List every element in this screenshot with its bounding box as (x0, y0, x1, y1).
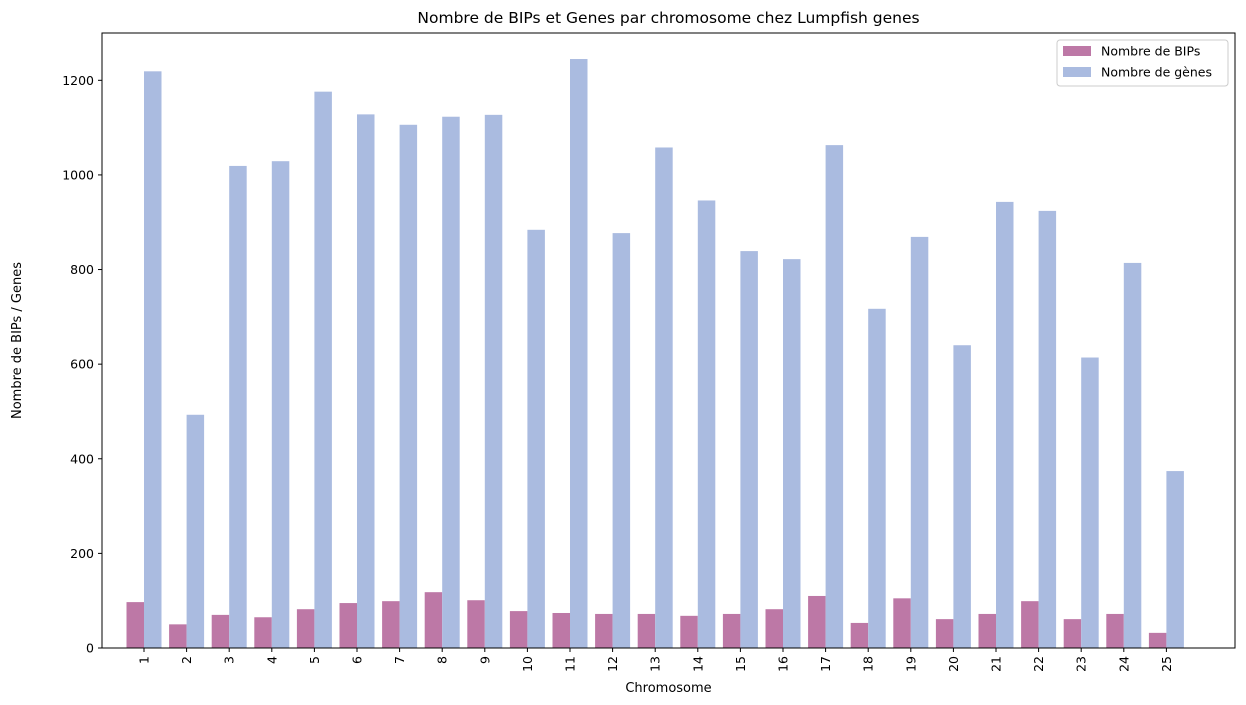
bar-bips-chr-20 (935, 619, 954, 648)
bar-genes-chr-11 (570, 59, 588, 648)
x-tick-label: 6 (350, 656, 365, 664)
bar-genes-chr-9 (484, 114, 503, 649)
bar-genes-chr-7 (399, 124, 418, 648)
bar-genes-chr-15 (740, 251, 758, 648)
legend-label-genes: Nombre de gènes (1101, 65, 1212, 80)
x-tick-label: 12 (605, 656, 620, 672)
bar-genes-chr-14 (697, 200, 716, 648)
bar-bips-chr-14 (680, 615, 698, 648)
bar-genes-chr-20 (953, 345, 971, 648)
bar-bips-chr-8 (424, 592, 443, 648)
bar-bips-chr-5 (296, 609, 315, 648)
y-axis-label: Nombre de BIPs / Genes (10, 262, 25, 419)
bar-bips-chr-12 (595, 613, 613, 648)
plot-frame (101, 32, 1236, 649)
bar-genes-chr-3 (229, 165, 247, 648)
x-tick-label: 19 (903, 656, 918, 672)
bar-genes-chr-25 (1166, 471, 1184, 648)
bar-bips-chr-7 (382, 601, 400, 648)
x-tick-label: 24 (1116, 656, 1131, 672)
x-tick-label: 7 (392, 656, 407, 664)
bar-bips-chr-23 (1063, 619, 1082, 648)
x-tick-label: 14 (690, 656, 705, 672)
bar-genes-chr-10 (527, 229, 545, 649)
y-axis-ticks: 0 200 400 600 800 1000 1200 (62, 73, 102, 656)
bar-bips-chr-15 (722, 613, 741, 648)
bar-bips-chr-24 (1106, 613, 1124, 648)
bar-bips-chr-19 (893, 598, 911, 648)
x-tick-label: 8 (435, 656, 450, 664)
x-axis-ticks: 1 2 3 4 5 6 7 8 9 10 11 12 13 14 15 16 17 18 19 20 21 22 23 24 2… (137, 648, 1174, 672)
bar-genes-chr-1 (144, 71, 162, 648)
x-tick-label: 15 (733, 656, 748, 672)
bar-genes-chr-2 (186, 414, 205, 648)
legend-box (1056, 39, 1229, 87)
bar-genes-chr-6 (357, 114, 375, 649)
bar-bips-chr-4 (254, 617, 272, 648)
x-tick-label: 22 (1031, 656, 1046, 672)
bar-bips-chr-1 (126, 602, 144, 648)
bars-group (126, 59, 1184, 649)
bar-genes-chr-21 (996, 201, 1014, 648)
bar-bips-chr-11 (552, 612, 570, 648)
x-tick-label: 5 (307, 656, 322, 664)
bar-bips-chr-22 (1021, 601, 1039, 648)
bar-bips-chr-9 (467, 600, 485, 648)
y-tick-label: 600 (70, 357, 94, 372)
legend: Nombre de BIPs Nombre de gènes (1056, 39, 1229, 87)
bar-genes-chr-4 (271, 161, 290, 648)
bar-bips-chr-25 (1148, 632, 1167, 648)
bar-bips-chr-2 (169, 624, 187, 648)
bar-bips-chr-16 (765, 609, 783, 648)
bar-genes-chr-16 (783, 259, 801, 648)
bar-bips-chr-3 (211, 614, 230, 648)
x-tick-label: 21 (989, 656, 1004, 672)
x-tick-label: 4 (264, 656, 279, 664)
legend-swatch-genes (1063, 67, 1091, 77)
x-tick-label: 3 (222, 656, 237, 664)
bar-genes-chr-24 (1123, 262, 1142, 648)
x-tick-label: 1 (137, 656, 152, 664)
y-tick-label: 0 (86, 641, 94, 656)
bar-genes-chr-17 (825, 145, 844, 648)
x-tick-label: 25 (1159, 656, 1174, 672)
bar-bips-chr-6 (339, 603, 357, 648)
x-axis-label: Chromosome (625, 681, 711, 696)
chart-title: Nombre de BIPs et Genes par chromosome c… (417, 9, 919, 27)
y-tick-label: 400 (70, 451, 94, 466)
x-tick-label: 9 (477, 656, 492, 664)
y-tick-label: 1200 (62, 73, 94, 88)
y-tick-label: 1000 (62, 167, 94, 182)
bar-bips-chr-17 (808, 595, 826, 648)
bar-genes-chr-22 (1038, 210, 1057, 648)
legend-swatch-bips (1063, 46, 1091, 56)
legend-label-bips: Nombre de BIPs (1101, 44, 1200, 59)
bar-bips-chr-21 (978, 613, 996, 648)
y-tick-label: 800 (70, 262, 94, 277)
x-tick-label: 10 (520, 656, 535, 672)
bar-genes-chr-13 (655, 147, 673, 649)
bar-bips-chr-18 (850, 622, 869, 648)
x-tick-label: 13 (648, 656, 663, 672)
bar-genes-chr-19 (910, 236, 929, 648)
x-tick-label: 11 (563, 656, 578, 672)
x-tick-label: 2 (179, 656, 194, 664)
bar-genes-chr-18 (868, 308, 886, 648)
bar-genes-chr-23 (1081, 357, 1099, 648)
bar-bips-chr-13 (637, 613, 656, 648)
x-tick-label: 18 (861, 656, 876, 672)
bar-genes-chr-5 (314, 91, 332, 648)
x-tick-label: 17 (818, 656, 833, 672)
x-tick-label: 23 (1074, 656, 1089, 672)
y-tick-label: 200 (70, 546, 94, 561)
bar-genes-chr-8 (442, 116, 460, 649)
x-tick-label: 16 (776, 656, 791, 672)
bar-bips-chr-10 (509, 611, 528, 648)
x-tick-label: 20 (946, 656, 961, 672)
bar-genes-chr-12 (612, 233, 631, 649)
